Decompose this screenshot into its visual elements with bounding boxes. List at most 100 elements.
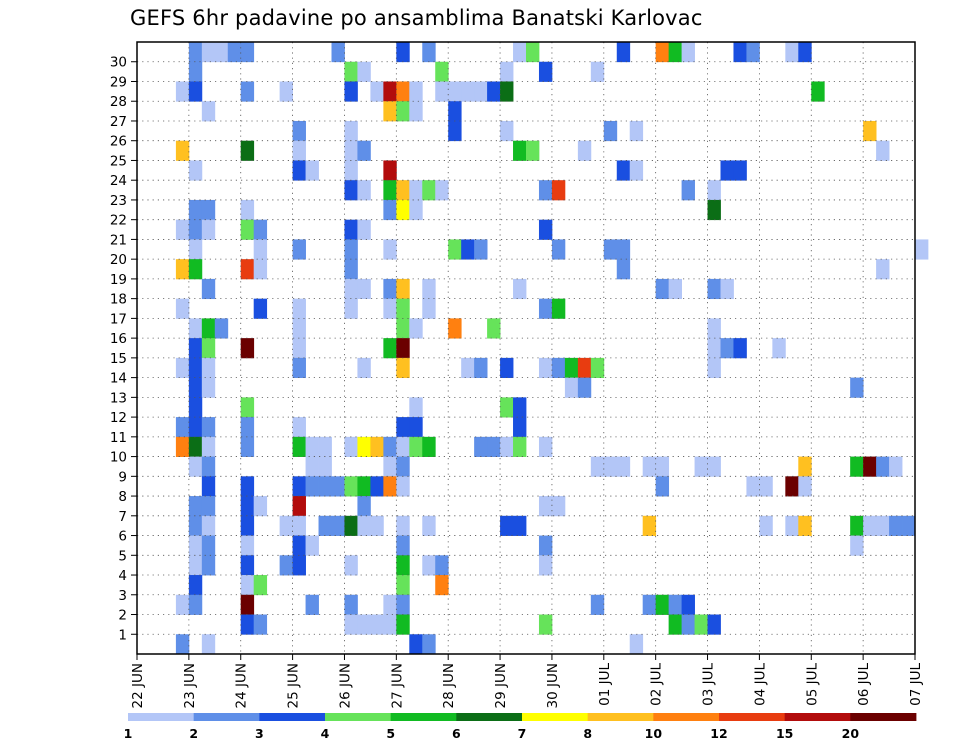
heatmap-cell (279, 515, 293, 536)
grid-lines (137, 42, 915, 654)
heatmap-cell (292, 357, 306, 379)
heatmap-cell (175, 357, 190, 379)
heatmap-cell (681, 614, 695, 635)
heatmap-cell (292, 120, 306, 142)
heatmap-cell (292, 436, 306, 457)
heatmap-cell (422, 634, 436, 655)
heatmap-cell (253, 496, 268, 517)
heatmap-cell (707, 456, 721, 477)
heatmap-cell (733, 42, 747, 63)
heatmap-cell (383, 614, 397, 635)
heatmap-cell (915, 239, 929, 260)
colorbar-label: 20 (842, 726, 860, 741)
heatmap-cell (357, 496, 371, 517)
heatmap-cell (253, 239, 268, 260)
colorbar-label: 2 (189, 726, 198, 741)
heatmap-cell (292, 476, 306, 497)
heatmap-cell (785, 476, 799, 497)
heatmap-cell (188, 535, 203, 556)
heatmap-cell (292, 239, 306, 260)
heatmap-cell (798, 42, 812, 63)
heatmap-cell (240, 535, 255, 556)
heatmap-cell (500, 357, 514, 379)
heatmap-cell (500, 436, 514, 457)
colorbar-label: 3 (255, 726, 264, 741)
colorbar-label: 6 (452, 726, 461, 741)
heatmap-cell (344, 515, 358, 536)
heatmap-cell (409, 634, 423, 655)
heatmap-cell (279, 555, 293, 576)
heatmap-cell (720, 338, 734, 359)
heatmap-cell (370, 476, 384, 497)
heatmap-cell (396, 614, 410, 635)
heatmap-cell (538, 180, 553, 201)
heatmap-cell (357, 278, 371, 300)
heatmap-cell (175, 298, 190, 319)
heatmap-cell (629, 160, 644, 181)
heatmap-cell (655, 456, 670, 477)
heatmap-cell (448, 120, 462, 142)
heatmap-cell (422, 180, 436, 201)
heatmap-cell (201, 555, 216, 576)
heatmap-cell (551, 298, 566, 319)
heatmap-cell (409, 180, 423, 201)
heatmap-cell (668, 278, 682, 300)
heatmap-cell (694, 456, 708, 477)
heatmap-cell (850, 456, 864, 477)
heatmap-cell (253, 259, 268, 280)
heatmap-cell (383, 199, 397, 221)
heatmap-cell (538, 61, 553, 82)
heatmap-cell (668, 594, 682, 615)
heatmap-cell (240, 199, 255, 221)
heatmap-cell (655, 594, 670, 615)
heatmap-cell (175, 140, 190, 161)
heatmap-cell (175, 594, 190, 615)
heatmap-cell (707, 180, 721, 201)
heatmap-cells (175, 42, 929, 655)
heatmap-cell (863, 456, 877, 477)
heatmap-cell (889, 515, 903, 536)
heatmap-cell (188, 81, 203, 102)
heatmap-cell (668, 614, 682, 635)
heatmap-cell (551, 496, 566, 517)
heatmap-cell (201, 496, 216, 517)
y-tick-label: 11 (110, 430, 127, 446)
heatmap-cell (175, 81, 190, 102)
heatmap-cell (513, 417, 527, 438)
heatmap-cell (603, 456, 618, 477)
heatmap-cell (681, 594, 695, 615)
y-tick-label: 19 (110, 272, 127, 288)
heatmap-cell (435, 555, 449, 576)
y-tick-label: 26 (110, 134, 127, 150)
heatmap-cell (474, 239, 488, 260)
y-tick-label: 5 (118, 548, 127, 564)
colorbar-label: 10 (645, 726, 663, 741)
heatmap-cell (240, 575, 255, 596)
heatmap-cell (538, 614, 553, 635)
heatmap-cell (487, 81, 501, 102)
heatmap-cell (655, 42, 670, 63)
colorbar-label: 5 (386, 726, 395, 741)
heatmap-cell (461, 239, 475, 260)
heatmap-cell (370, 81, 384, 102)
heatmap-cell (318, 515, 332, 536)
x-tick-label: 07 JUL (908, 663, 924, 706)
heatmap-cell (798, 456, 812, 477)
y-tick-label: 9 (118, 469, 127, 485)
heatmap-cell (344, 436, 358, 457)
heatmap-cell (240, 594, 255, 615)
heatmap-cell (616, 160, 631, 181)
heatmap-cell (344, 120, 358, 142)
heatmap-cell (344, 298, 358, 319)
y-tick-label: 15 (110, 351, 127, 367)
heatmap-cell (240, 417, 255, 438)
colorbar-swatch (193, 713, 260, 721)
heatmap-cell (474, 436, 488, 457)
y-tick-label: 1 (118, 627, 127, 643)
heatmap-cell (435, 180, 449, 201)
heatmap-cell (681, 180, 695, 201)
heatmap-cell (396, 180, 410, 201)
heatmap-cell (175, 219, 190, 240)
heatmap-cell (409, 318, 423, 339)
heatmap-cell (396, 515, 410, 536)
